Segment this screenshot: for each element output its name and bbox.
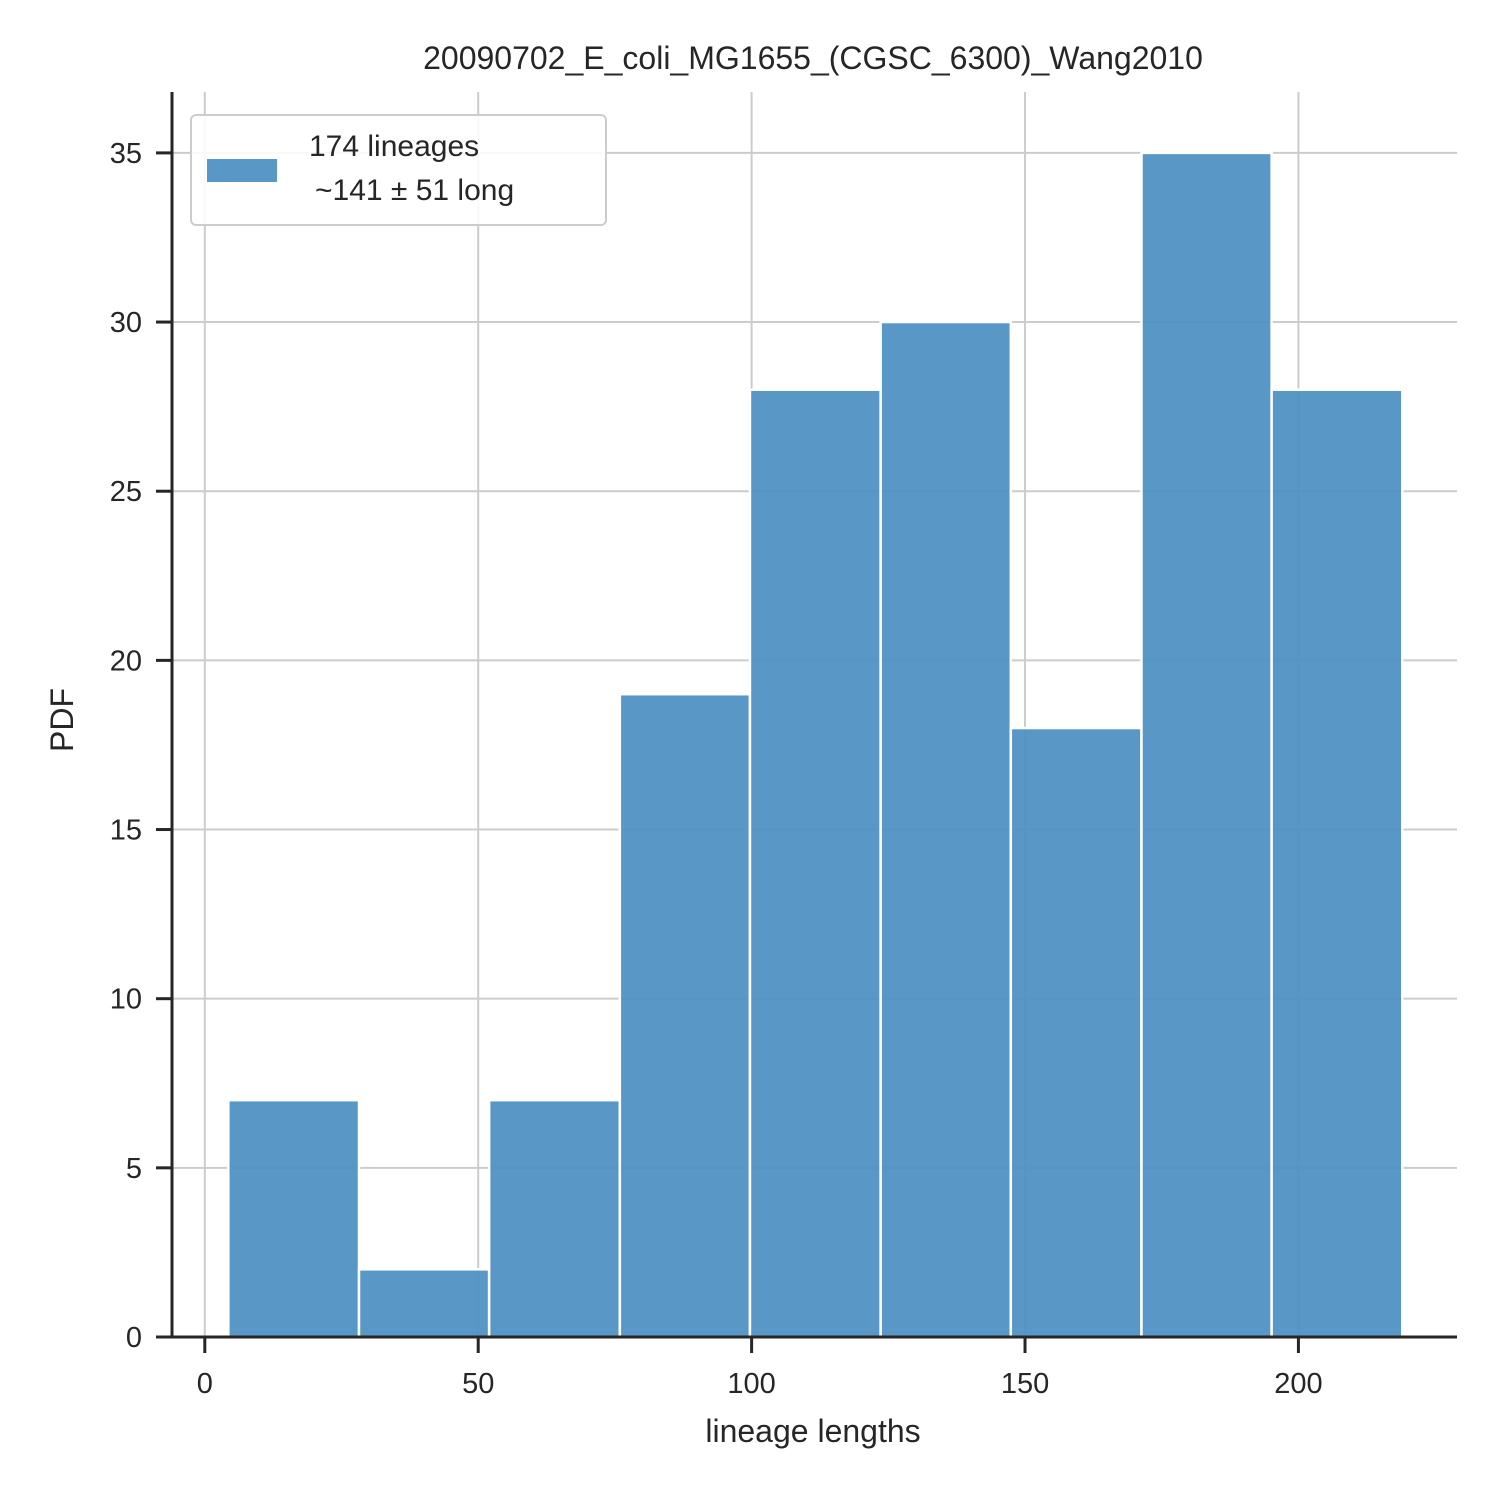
x-tick-label: 150 [1001, 1368, 1049, 1400]
y-tick-label: 30 [110, 307, 142, 339]
x-tick-label: 200 [1274, 1368, 1322, 1400]
x-tick-label: 100 [727, 1368, 775, 1400]
legend: 174 lineages ~141 ± 51 long [190, 114, 607, 226]
y-tick-label: 25 [110, 476, 142, 508]
x-axis-label: lineage lengths [705, 1413, 920, 1449]
y-axis-label: PDF [44, 688, 80, 752]
x-tick-label: 0 [197, 1368, 213, 1400]
chart-title: 20090702_E_coli_MG1655_(CGSC_6300)_Wang2… [423, 40, 1203, 76]
histogram-bars [227, 151, 1404, 1339]
histogram-bar [1140, 151, 1273, 1339]
y-tick-label: 35 [110, 138, 142, 170]
y-tick-label: 0 [126, 1322, 142, 1354]
legend-swatch [207, 159, 277, 182]
histogram-bar [1009, 726, 1143, 1339]
histogram-bar [748, 388, 882, 1339]
x-tick-label: 50 [462, 1368, 494, 1400]
y-tick-label: 20 [110, 645, 142, 677]
y-tick-label: 15 [110, 815, 142, 847]
y-tick-label: 10 [110, 984, 142, 1016]
legend-line-1: 174 lineages [309, 130, 479, 163]
legend-box [190, 114, 607, 226]
histogram-bar [357, 1268, 491, 1339]
histogram-bar [1270, 388, 1404, 1339]
axes [170, 92, 1457, 1339]
y-tick-label: 5 [126, 1153, 142, 1185]
histogram-bar [487, 1098, 622, 1339]
histogram-bar [618, 692, 752, 1339]
y-ticks: 0 5 10 15 20 25 30 35 [110, 138, 172, 1354]
histogram-bar [227, 1098, 361, 1339]
histogram-bar [879, 320, 1013, 1339]
x-ticks: 0 50 100 150 200 [197, 1337, 1323, 1400]
legend-line-2: ~141 ± 51 long [315, 174, 514, 207]
